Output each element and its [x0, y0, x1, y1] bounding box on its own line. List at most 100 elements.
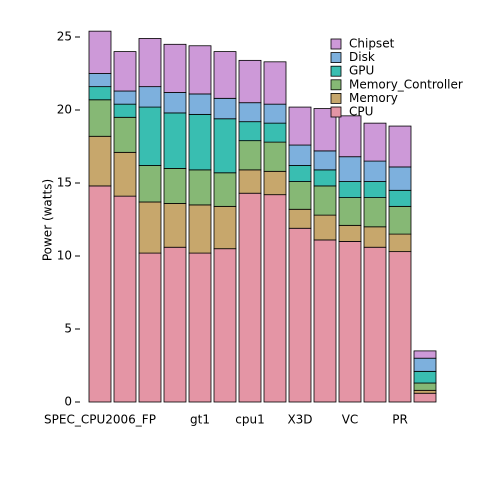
legend-label: Chipset — [349, 37, 395, 51]
bar-segment — [188, 252, 212, 403]
bar-segment — [338, 197, 362, 226]
legend-swatch — [330, 79, 342, 91]
bar-segment — [163, 167, 187, 204]
y-tick-label: 5 — [64, 322, 72, 336]
bar-segment — [288, 106, 312, 146]
bar-segment — [238, 102, 262, 123]
x-tick-label: gt1 — [190, 413, 210, 427]
bar-segment — [363, 197, 387, 228]
bar-segment — [388, 125, 412, 168]
bar-segment — [363, 160, 387, 182]
x-tick-label: cpu1 — [235, 413, 264, 427]
y-tick-label: 25 — [57, 30, 72, 44]
x-tick-label: SPEC_CPU2006_FP — [44, 413, 156, 427]
bar-segment — [313, 169, 337, 187]
bar-segment — [263, 194, 287, 403]
bar-segment — [263, 170, 287, 196]
x-tick-label: PR — [392, 413, 408, 427]
bar-segment — [113, 103, 137, 118]
bar-segment — [238, 140, 262, 171]
bar-segment — [113, 90, 137, 105]
legend-swatch — [330, 106, 342, 118]
bar-segment — [363, 122, 387, 162]
bar-segment — [113, 151, 137, 197]
bar-segment — [288, 181, 312, 210]
bar-segment — [88, 73, 112, 88]
bar-segment — [313, 150, 337, 171]
bar-segment — [188, 113, 212, 171]
bar-segment — [213, 205, 237, 250]
bar-segment — [338, 224, 362, 242]
bar-segment — [213, 172, 237, 207]
bar-segment — [313, 185, 337, 216]
y-axis-label: Power (watts) — [41, 179, 55, 261]
bar-segment — [163, 43, 187, 93]
bar-segment — [163, 203, 187, 248]
bar-segment — [88, 185, 112, 403]
bar-segment — [238, 169, 262, 194]
bar-segment — [413, 392, 437, 403]
bar-segment — [338, 240, 362, 403]
bar-segment — [388, 189, 412, 207]
bar-segment — [238, 192, 262, 403]
bar-segment — [263, 103, 287, 124]
bar-segment — [88, 30, 112, 74]
bar-segment — [138, 38, 162, 88]
bar-segment — [263, 122, 287, 143]
bar-segment — [363, 226, 387, 248]
bar-segment — [138, 201, 162, 254]
bar-segment — [413, 382, 437, 391]
bar-segment — [113, 51, 137, 92]
bar-segment — [138, 86, 162, 108]
bar-segment — [138, 106, 162, 166]
legend-label: CPU — [349, 105, 373, 119]
legend-swatch — [330, 52, 342, 63]
bar-segment — [313, 239, 337, 403]
y-tick-label: 15 — [57, 176, 72, 190]
x-tick-label: X3D — [287, 413, 312, 427]
bar-segment — [288, 144, 312, 166]
bar-segment — [388, 233, 412, 253]
legend-label: GPU — [349, 64, 374, 78]
bar-segment — [113, 195, 137, 403]
bar-segment — [188, 93, 212, 115]
bar-segment — [363, 246, 387, 403]
bar-segment — [288, 165, 312, 182]
bar-segment — [413, 350, 437, 359]
bar-segment — [188, 169, 212, 206]
legend-swatch — [330, 38, 342, 50]
bar-segment — [263, 141, 287, 172]
legend-label: Memory — [349, 91, 398, 105]
bar-segment — [163, 112, 187, 169]
bar-segment — [88, 99, 112, 137]
bar-segment — [413, 357, 437, 372]
bar-segment — [413, 370, 437, 384]
y-tick-label: 0 — [64, 395, 72, 409]
legend-label: Memory_Controller — [349, 77, 463, 91]
bar-segment — [288, 227, 312, 403]
bar-segment — [138, 165, 162, 203]
bar-segment — [263, 61, 287, 105]
bar-segment — [388, 251, 412, 403]
bar-segment — [163, 92, 187, 114]
legend-swatch — [330, 93, 342, 104]
bar-segment — [163, 246, 187, 403]
bar-segment — [213, 248, 237, 403]
bar-segment — [213, 97, 237, 120]
bar-segment — [138, 252, 162, 403]
legend-label: Disk — [349, 50, 375, 64]
bar-segment — [313, 214, 337, 241]
bar-segment — [388, 205, 412, 235]
bar-segment — [213, 51, 237, 99]
legend-swatch — [330, 65, 342, 77]
bar-segment — [338, 156, 362, 182]
bar-segment — [88, 86, 112, 101]
bar-segment — [113, 116, 137, 153]
bar-segment — [338, 115, 362, 158]
bar-segment — [338, 181, 362, 198]
bar-segment — [363, 181, 387, 198]
bar-segment — [388, 166, 412, 191]
bar-segment — [213, 118, 237, 174]
bar-segment — [413, 389, 437, 394]
